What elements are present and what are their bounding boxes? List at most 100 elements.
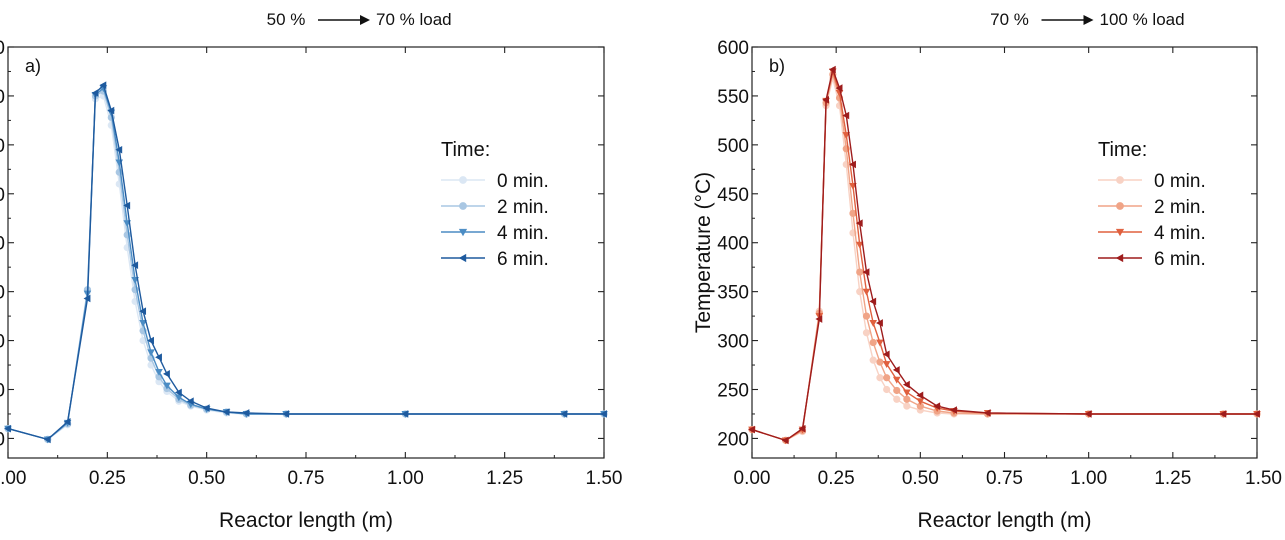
x-tick-label: 1.00 xyxy=(387,468,424,489)
data-point xyxy=(63,417,71,426)
data-point xyxy=(155,368,163,376)
legend-label: 6 min. xyxy=(1154,249,1206,270)
data-point xyxy=(856,268,864,276)
x-tick-label: 1.50 xyxy=(586,468,623,489)
panel-label: b) xyxy=(769,56,785,76)
data-point xyxy=(401,410,409,418)
data-point xyxy=(123,201,131,210)
data-point xyxy=(139,307,147,316)
legend-label: 2 min. xyxy=(1154,197,1206,218)
data-point xyxy=(893,386,901,395)
data-point xyxy=(155,353,162,362)
legend-label: 4 min. xyxy=(497,223,549,244)
x-tick-label: 0.50 xyxy=(902,468,939,489)
data-point xyxy=(892,376,901,384)
data-point xyxy=(115,145,123,154)
data-point xyxy=(855,219,863,227)
data-point xyxy=(876,339,884,347)
data-point xyxy=(849,160,856,169)
data-point xyxy=(876,374,884,382)
data-point xyxy=(916,391,924,400)
data-point xyxy=(828,65,836,74)
data-point xyxy=(600,410,607,418)
legend-marker xyxy=(459,176,467,184)
data-point xyxy=(902,380,910,389)
data-point xyxy=(242,409,250,417)
chart-panel-b: 0.00 0.25 0.50 0.75 1.00 1.25 1.50 200 250 300 350… xyxy=(692,10,1282,532)
data-point xyxy=(893,395,901,403)
data-point xyxy=(903,402,911,410)
data-point xyxy=(282,410,290,418)
y-tick-label: 400 xyxy=(717,234,749,255)
chart-panel-a: 0.00 0.25 0.50 0.75 1.00 1.25 1.50 200 250 300 350… xyxy=(0,10,622,532)
data-point xyxy=(842,132,851,139)
data-point xyxy=(147,349,155,357)
data-point xyxy=(147,336,154,345)
y-tick-label: 600 xyxy=(717,38,749,59)
legend-marker xyxy=(1115,228,1125,237)
legend-marker xyxy=(458,228,468,237)
data-point xyxy=(815,315,823,323)
x-tick-label: 1.25 xyxy=(486,468,523,489)
x-tick-label: 0.00 xyxy=(0,468,26,489)
data-point xyxy=(862,329,871,337)
data-point xyxy=(822,96,830,104)
y-tick-label: 450 xyxy=(717,185,749,206)
data-point xyxy=(43,435,51,444)
x-axis-label: Reactor length (m) xyxy=(219,509,393,532)
data-point xyxy=(869,356,877,364)
data-point xyxy=(876,319,883,327)
data-point xyxy=(916,398,925,406)
y-tick-label: 300 xyxy=(717,332,749,353)
data-point xyxy=(950,406,957,414)
legend-marker xyxy=(458,253,467,263)
x-tick-label: 0.50 xyxy=(188,468,225,489)
legend-marker xyxy=(1116,176,1124,184)
title-arrow-head xyxy=(360,15,370,25)
y-tick-label: 500 xyxy=(717,136,749,157)
data-point xyxy=(222,408,230,416)
data-point xyxy=(869,297,877,306)
data-point xyxy=(174,388,182,397)
data-point xyxy=(186,397,194,406)
data-point xyxy=(882,361,891,368)
data-point xyxy=(175,394,183,402)
legend-label: 0 min. xyxy=(1154,171,1206,192)
panel-label: a) xyxy=(25,56,41,76)
data-point xyxy=(855,241,864,249)
y-tick-label: 200 xyxy=(0,429,5,450)
data-point xyxy=(560,410,568,418)
data-point xyxy=(933,402,941,410)
y-tick-label: 600 xyxy=(0,38,5,59)
x-tick-label: 1.50 xyxy=(1245,468,1282,489)
data-point xyxy=(781,436,789,445)
data-point xyxy=(163,382,171,390)
y-tick-label: 250 xyxy=(0,381,5,402)
y-tick-label: 450 xyxy=(0,185,5,206)
series-4 xyxy=(4,81,607,444)
data-point xyxy=(903,389,911,397)
data-point xyxy=(869,320,878,327)
x-tick-label: 0.75 xyxy=(986,468,1023,489)
legend-label: 2 min. xyxy=(497,197,549,218)
legend-label: 0 min. xyxy=(497,171,549,192)
data-point xyxy=(91,89,99,97)
x-tick-label: 0.25 xyxy=(818,468,855,489)
data-point xyxy=(798,424,806,433)
legend: Time: 0 min. 2 min. 4 min. 6 min. xyxy=(1098,139,1206,270)
x-tick-label: 0.00 xyxy=(734,468,771,489)
data-point xyxy=(99,81,107,89)
legend-title: Time: xyxy=(441,139,490,161)
x-tick-label: 0.25 xyxy=(89,468,126,489)
series-4 xyxy=(748,65,1260,445)
data-point xyxy=(83,294,91,303)
y-tick-label: 550 xyxy=(0,87,5,108)
data-point xyxy=(1084,410,1092,418)
legend-label: 6 min. xyxy=(497,249,549,270)
chart-title-left: 50 % xyxy=(267,10,306,29)
data-point xyxy=(883,374,891,382)
legend-marker xyxy=(1116,202,1124,210)
data-point xyxy=(842,111,850,120)
